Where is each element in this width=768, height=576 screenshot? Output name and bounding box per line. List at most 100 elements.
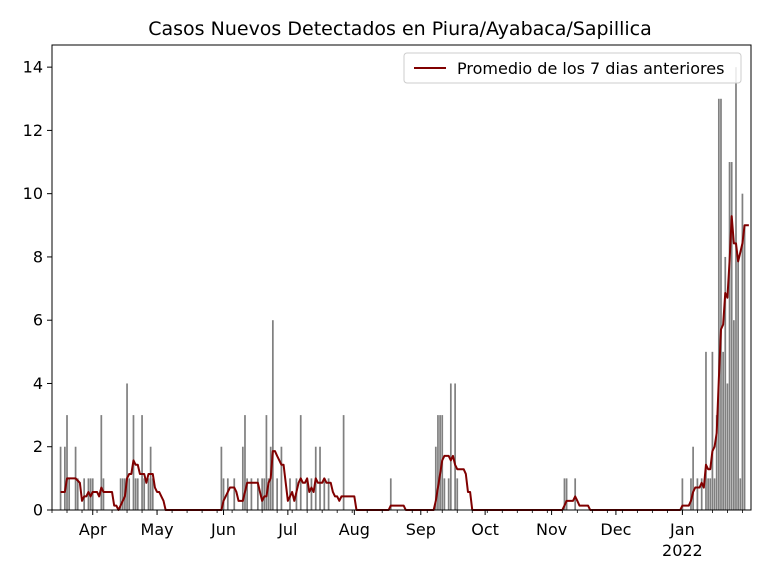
case-bar — [700, 478, 703, 510]
chart-title: Casos Nuevos Detectados en Piura/Ayabaca… — [148, 18, 652, 40]
case-bar — [720, 98, 722, 510]
bar-series — [59, 67, 746, 511]
y-tick-label: 12 — [23, 121, 43, 140]
case-bar — [724, 256, 727, 510]
x-tick-label: Oct — [471, 520, 499, 539]
case-bar — [327, 478, 330, 510]
case-bar — [439, 415, 441, 510]
case-bar — [434, 446, 437, 510]
case-bar — [692, 446, 694, 510]
y-tick-label: 0 — [33, 501, 43, 520]
y-tick-label: 10 — [23, 184, 43, 203]
case-bar — [681, 478, 684, 510]
case-bar — [741, 193, 744, 511]
case-bar — [732, 320, 735, 510]
case-bar — [717, 98, 720, 510]
case-bar — [726, 383, 729, 510]
case-bar — [713, 478, 716, 510]
case-bar — [454, 383, 456, 510]
average-line-layer — [60, 215, 749, 511]
case-bar — [267, 478, 270, 510]
case-bar — [143, 478, 146, 510]
case-bar — [437, 415, 439, 510]
case-bar — [696, 478, 699, 510]
case-bar — [241, 446, 244, 510]
case-bar — [76, 478, 79, 510]
case-bar — [263, 478, 266, 510]
x-axis: Apr May Jun Jul Aug Sep Oct Nov Dec Jan 2022 — [51, 510, 743, 560]
case-bar — [126, 383, 128, 510]
case-bar — [323, 478, 326, 510]
average-line — [60, 215, 749, 511]
case-bar — [136, 478, 139, 510]
case-bar — [280, 446, 283, 510]
y-tick-label: 4 — [33, 374, 43, 393]
x-tick-label: Jul — [277, 520, 297, 539]
legend-label: Promedio de los 7 dias anteriores — [457, 59, 724, 78]
case-bar — [119, 478, 122, 510]
case-bar — [141, 415, 143, 510]
case-bar — [737, 256, 739, 510]
case-bar — [261, 478, 263, 510]
case-bar — [271, 320, 274, 510]
x-tick-label: Dec — [600, 520, 631, 539]
case-bar — [250, 478, 253, 510]
x-tick-label: Sep — [406, 520, 436, 539]
case-bar — [233, 478, 236, 510]
case-bar — [220, 446, 223, 510]
case-bar — [707, 478, 709, 510]
case-bar — [389, 478, 392, 510]
case-bar — [690, 478, 692, 510]
x-tick-label: Nov — [536, 520, 567, 539]
plot-frame — [51, 44, 752, 511]
x-tick-label: May — [141, 520, 174, 539]
case-bar — [265, 415, 268, 510]
case-bar — [319, 446, 321, 510]
case-bar — [705, 351, 707, 510]
legend: Promedio de los 7 dias anteriores — [403, 52, 742, 84]
case-bar — [102, 478, 105, 510]
case-bar — [66, 415, 68, 510]
case-bar — [306, 478, 309, 510]
case-bar — [743, 225, 746, 510]
y-tick-label: 8 — [33, 247, 43, 266]
case-bar — [121, 478, 124, 510]
case-bar — [447, 478, 450, 510]
case-bar — [722, 351, 724, 510]
case-bar — [342, 415, 345, 510]
case-bar — [730, 162, 733, 511]
y-tick-label: 6 — [33, 311, 43, 330]
case-bar — [149, 446, 152, 510]
y-axis: 0 2 4 6 8 10 12 14 — [23, 58, 52, 520]
case-bar — [100, 415, 103, 510]
case-bar — [222, 478, 225, 510]
case-bar — [456, 478, 459, 510]
case-bar — [68, 478, 71, 510]
case-bar — [715, 415, 718, 510]
case-bar — [256, 478, 259, 510]
case-bar — [147, 478, 150, 510]
y-tick-label: 2 — [33, 437, 43, 456]
case-bar — [728, 162, 731, 511]
case-bar — [709, 478, 712, 510]
legend-box — [403, 52, 742, 84]
case-bar — [64, 446, 66, 510]
case-bar — [151, 478, 154, 510]
case-bar — [449, 383, 452, 510]
case-bar — [83, 478, 86, 510]
case-bar — [443, 478, 446, 510]
case-bar — [134, 478, 137, 510]
case-bar — [711, 351, 714, 510]
case-bar — [246, 478, 248, 510]
case-bar — [299, 415, 302, 510]
x-tick-year-label: 2022 — [662, 541, 703, 560]
x-tick-label: Apr — [79, 520, 107, 539]
case-bar — [574, 478, 577, 510]
case-bar — [128, 478, 131, 510]
case-bar — [59, 446, 62, 510]
case-bar — [310, 478, 313, 510]
case-bar — [563, 478, 566, 510]
case-bar — [276, 478, 278, 510]
x-tick-label: Jun — [210, 520, 236, 539]
